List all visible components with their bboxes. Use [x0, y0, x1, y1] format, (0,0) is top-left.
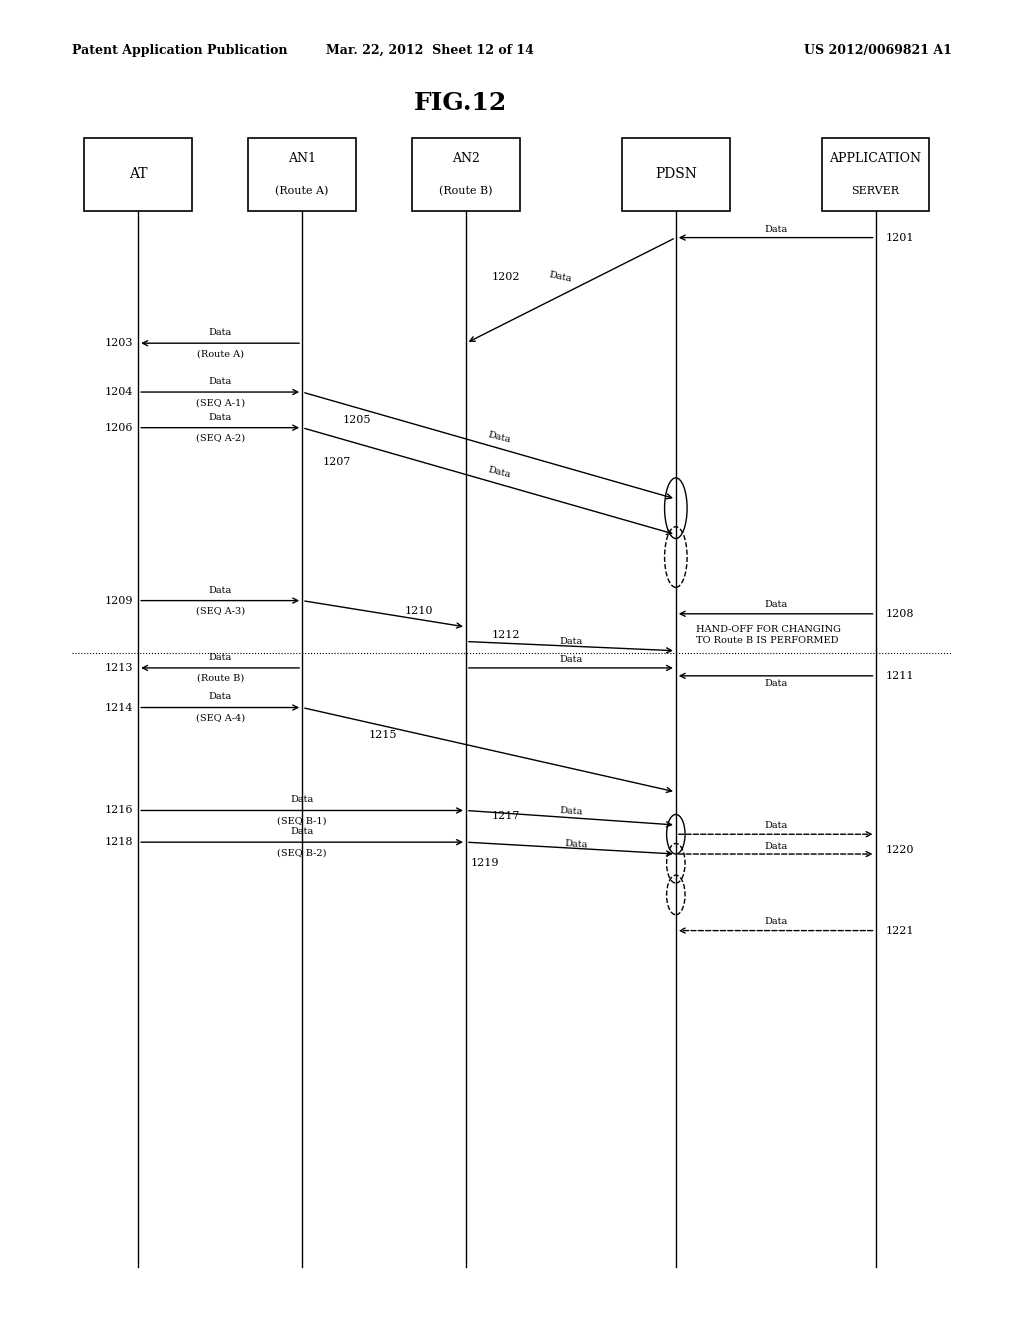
Text: Data: Data	[764, 917, 787, 925]
Text: Patent Application Publication: Patent Application Publication	[72, 44, 287, 57]
Text: 1213: 1213	[104, 663, 133, 673]
Text: Data: Data	[209, 653, 231, 661]
Text: Data: Data	[764, 821, 787, 829]
Text: Data: Data	[764, 601, 787, 609]
Text: AT: AT	[129, 168, 147, 181]
Text: 1209: 1209	[104, 595, 133, 606]
Text: 1217: 1217	[492, 810, 520, 821]
Text: (Route A): (Route A)	[275, 186, 329, 197]
Text: 1218: 1218	[104, 837, 133, 847]
Text: 1202: 1202	[492, 272, 520, 282]
Text: Data: Data	[559, 807, 583, 817]
Text: (Route B): (Route B)	[439, 186, 493, 197]
Text: 1210: 1210	[404, 606, 433, 616]
Text: 1203: 1203	[104, 338, 133, 348]
Bar	[412, 137, 520, 210]
Text: Data: Data	[486, 430, 512, 444]
Text: 1220: 1220	[886, 845, 914, 855]
Text: (Route A): (Route A)	[197, 350, 244, 358]
Text: AN1: AN1	[288, 152, 316, 165]
Text: Data: Data	[209, 413, 231, 421]
Text: Data: Data	[548, 271, 573, 284]
Text: 1221: 1221	[886, 925, 914, 936]
Text: (SEQ A-4): (SEQ A-4)	[196, 714, 245, 722]
Text: Data: Data	[559, 656, 583, 664]
Bar	[248, 137, 356, 210]
Text: SERVER: SERVER	[852, 186, 899, 197]
Text: (SEQ A-3): (SEQ A-3)	[196, 607, 245, 615]
Text: 1214: 1214	[104, 702, 133, 713]
Text: 1205: 1205	[343, 414, 372, 425]
Bar	[623, 137, 729, 210]
Text: Data: Data	[764, 226, 787, 234]
Text: PDSN: PDSN	[655, 168, 696, 181]
Text: Data: Data	[291, 828, 313, 836]
Text: Data: Data	[764, 680, 787, 688]
Text: Data: Data	[209, 329, 231, 337]
Text: 1211: 1211	[886, 671, 914, 681]
Text: Data: Data	[209, 586, 231, 594]
Text: US 2012/0069821 A1: US 2012/0069821 A1	[805, 44, 952, 57]
Text: Data: Data	[209, 378, 231, 385]
Text: Data: Data	[564, 840, 588, 850]
Text: Data: Data	[209, 693, 231, 701]
Text: 1208: 1208	[886, 609, 914, 619]
Text: 1206: 1206	[104, 422, 133, 433]
Text: (SEQ A-1): (SEQ A-1)	[196, 399, 245, 407]
Text: (SEQ B-2): (SEQ B-2)	[278, 849, 327, 857]
Text: 1201: 1201	[886, 232, 914, 243]
Text: HAND-OFF FOR CHANGING
TO Route B IS PERFORMED: HAND-OFF FOR CHANGING TO Route B IS PERF…	[696, 626, 841, 644]
Text: APPLICATION: APPLICATION	[829, 152, 922, 165]
Bar	[85, 137, 193, 210]
Text: 1212: 1212	[492, 630, 520, 640]
Text: 1216: 1216	[104, 805, 133, 816]
Text: 1207: 1207	[323, 457, 351, 467]
Text: Mar. 22, 2012  Sheet 12 of 14: Mar. 22, 2012 Sheet 12 of 14	[326, 44, 535, 57]
Text: (SEQ B-1): (SEQ B-1)	[278, 817, 327, 825]
Bar	[821, 137, 930, 210]
Text: 1204: 1204	[104, 387, 133, 397]
Text: 1219: 1219	[471, 858, 500, 869]
Text: (SEQ A-2): (SEQ A-2)	[196, 434, 245, 442]
Text: 1215: 1215	[369, 730, 397, 741]
Text: FIG.12: FIG.12	[414, 91, 508, 115]
Text: AN2: AN2	[452, 152, 480, 165]
Text: Data: Data	[559, 638, 583, 645]
Text: Data: Data	[764, 842, 787, 850]
Text: (Route B): (Route B)	[197, 675, 244, 682]
Text: Data: Data	[291, 796, 313, 804]
Text: Data: Data	[486, 466, 512, 479]
